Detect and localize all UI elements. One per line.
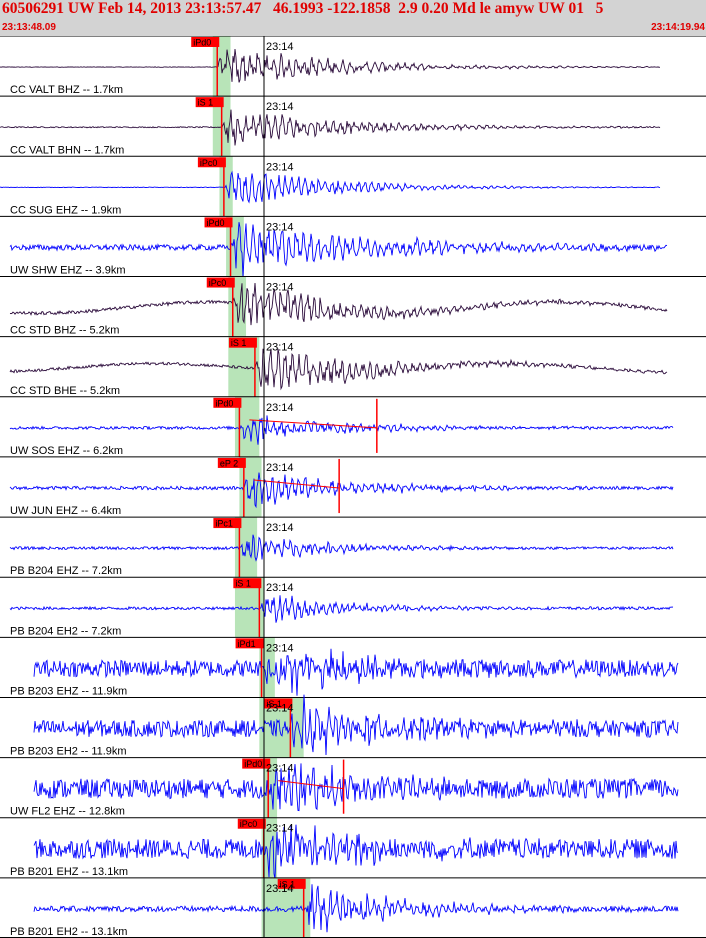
waveform-trace: [33, 763, 679, 812]
channel-label: UW JUN EHZ -- 6.4km: [10, 505, 121, 517]
pick-label: iPd1: [238, 639, 256, 649]
minute-label: 23:14: [266, 883, 294, 895]
pick-label: iPd0: [215, 398, 233, 408]
minute-label: 23:14: [266, 161, 294, 173]
channel-label: PB B203 EHZ -- 11.9km: [10, 685, 127, 697]
pick-label-box: [233, 578, 262, 589]
event-title: 60506291 UW Feb 14, 2013 23:13:57.47 46.…: [2, 0, 604, 17]
waveform-trace: [0, 48, 661, 83]
pick-label-box: [228, 337, 257, 348]
channel-label: PB B204 EH2 -- 7.2km: [10, 625, 121, 637]
pick-label: eP 2: [220, 458, 238, 468]
pick-band: [261, 817, 278, 878]
pick-label: iPd0: [193, 38, 211, 48]
minute-label: 23:14: [266, 823, 294, 835]
channel-label: PB B201 EH2 -- 13.1km: [10, 926, 127, 938]
minute-label: 23:14: [266, 582, 294, 594]
channel-label: CC STD BHE -- 5.2km: [10, 385, 120, 397]
pick-label: iPc0: [240, 819, 258, 829]
minute-label: 23:14: [266, 101, 294, 113]
pick-label: iPd0: [207, 218, 225, 228]
minute-label: 23:14: [266, 402, 294, 414]
pick-label-box: [237, 818, 266, 829]
pick-label-box: [277, 878, 306, 889]
channel-label: PB B204 EHZ -- 7.2km: [10, 565, 122, 577]
channel-label: PB B201 EHZ -- 13.1km: [10, 866, 128, 878]
minute-label: 23:14: [266, 41, 294, 53]
pick-label-box: [235, 638, 264, 649]
waveform-trace: [9, 282, 668, 326]
pick-label-box: [242, 758, 271, 769]
minute-label: 23:14: [266, 642, 294, 654]
pick-label: iS 1: [198, 98, 214, 108]
channel-label: CC SUG EHZ -- 1.9km: [10, 204, 121, 216]
channel-label: CC VALT BHN -- 1.7km: [10, 144, 124, 156]
channel-label: UW FL2 EHZ -- 12.8km: [10, 806, 125, 818]
channel-label: CC VALT BHZ -- 1.7km: [10, 84, 123, 96]
waveform-trace: [33, 648, 679, 696]
waveform-trace: [9, 222, 668, 278]
pick-label: iS 1: [266, 699, 282, 709]
event-header: 60506291 UW Feb 14, 2013 23:13:57.47 46.…: [0, 0, 706, 36]
minute-label: 23:14: [266, 702, 294, 714]
minute-label: 23:14: [266, 462, 294, 474]
minute-label: 23:14: [266, 342, 294, 354]
window-start-time: 23:13:48.09: [2, 22, 56, 33]
pick-label-box: [213, 397, 242, 408]
pick-label-box: [204, 217, 233, 228]
waveform-trace: [33, 824, 679, 879]
waveform-trace: [9, 534, 674, 562]
channel-label: UW SOS EHZ -- 6.2km: [10, 445, 123, 457]
minute-label: 23:14: [266, 221, 294, 233]
waveform-trace: [33, 884, 679, 933]
minute-label: 23:14: [266, 522, 294, 534]
window-end-time: 23:14:19.94: [651, 22, 705, 33]
pick-label: iS 1: [231, 338, 247, 348]
pick-label: iPc1: [215, 519, 233, 529]
channel-label: PB B203 EH2 -- 11.9km: [10, 746, 127, 758]
pick-label: iPc0: [209, 278, 227, 288]
pick-label-box: [195, 97, 224, 108]
coda-decay-line: [249, 419, 377, 429]
pick-label-box: [264, 698, 293, 709]
pick-label: iPd0: [244, 759, 262, 769]
coda-decay-line: [253, 479, 340, 489]
pick-label-box: [197, 157, 226, 168]
waveform-trace: [9, 415, 674, 445]
waveform-trace: [33, 694, 679, 756]
minute-label: 23:14: [266, 282, 294, 294]
minute-label: 23:14: [266, 763, 294, 775]
coda-decay-line: [278, 780, 344, 790]
pick-label-box: [217, 457, 246, 468]
waveform-trace: [9, 595, 674, 623]
channel-label: UW SHW EHZ -- 3.9km: [10, 265, 126, 277]
pick-label-box: [213, 518, 242, 529]
waveform-trace: [9, 348, 668, 391]
pick-label-box: [206, 277, 235, 288]
pick-band: [259, 637, 275, 698]
pick-label: iPc0: [200, 158, 218, 168]
pick-label: iS 1: [280, 879, 296, 889]
pick-label-box: [191, 37, 220, 47]
pick-label: iS 1: [235, 579, 251, 589]
waveform-trace: [0, 170, 661, 204]
waveform-trace: [9, 472, 674, 509]
channel-label: CC STD BHZ -- 5.2km: [10, 325, 119, 337]
waveform-trace: [0, 109, 661, 146]
